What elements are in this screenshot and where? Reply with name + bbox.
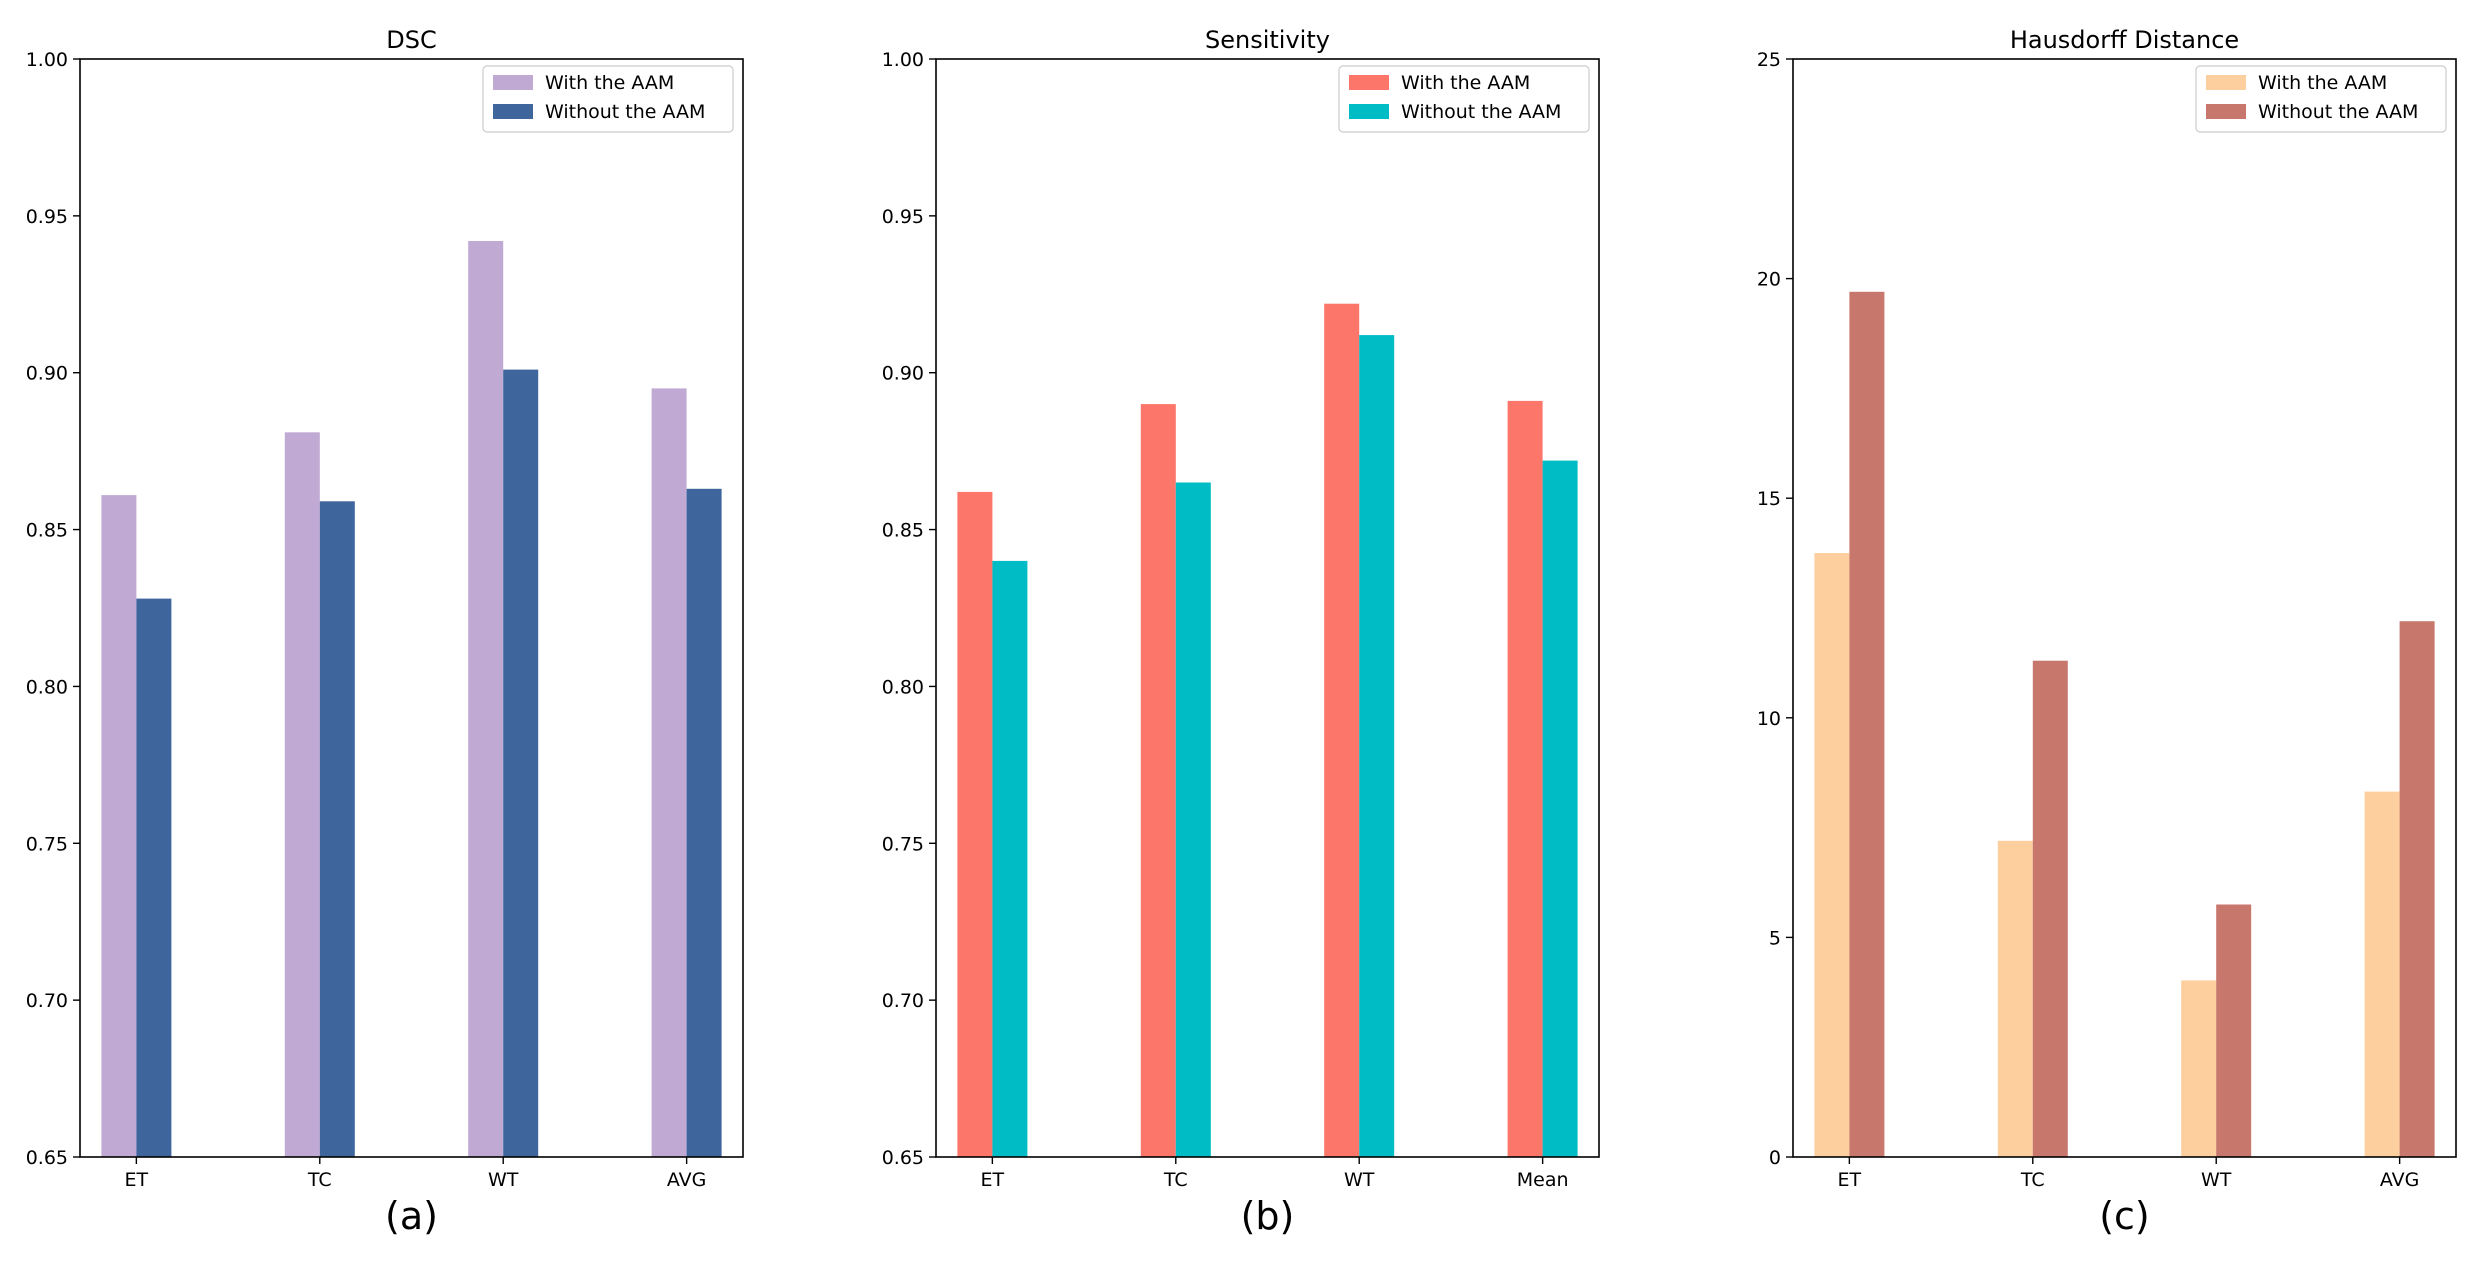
- y-tick-label: 0.70: [882, 990, 924, 1012]
- bar-wt-series-2: [2216, 904, 2252, 1157]
- x-tick-label: AVG: [667, 1169, 707, 1191]
- bar-avg-series-1: [2364, 791, 2400, 1157]
- chart-title: Hausdorff Distance: [2010, 26, 2239, 54]
- bar-et-series-2: [136, 598, 172, 1157]
- bar-et-series-2: [1849, 291, 1885, 1157]
- x-tick-label: WT: [1344, 1169, 1375, 1191]
- y-tick-label: 1.00: [26, 49, 68, 71]
- x-tick-label: WT: [2201, 1169, 2232, 1191]
- y-tick-label: 0.80: [26, 676, 68, 698]
- legend-label-1: With the AAM: [2258, 72, 2387, 94]
- bar-wt-series-2: [503, 369, 539, 1158]
- bar-avg-series-2: [2399, 621, 2435, 1157]
- legend-label-1: With the AAM: [1401, 72, 1530, 94]
- bar-mean-series-1: [1507, 400, 1543, 1157]
- legend: With the AAM Without the AAM: [482, 65, 734, 133]
- y-tick-label: 0.75: [26, 833, 68, 855]
- legend-swatch-2: [2206, 104, 2246, 119]
- bar-wt-series-1: [1324, 303, 1360, 1157]
- y-tick-label: 25: [1757, 49, 1781, 71]
- x-tick-label: TC: [2020, 1169, 2045, 1191]
- y-tick-label: 15: [1757, 488, 1781, 510]
- chart-panel-2: ET TC WT Mean 0.65 0.70 0.75 0.80 0.85 0.90 0.95 1.…: [882, 26, 1600, 1238]
- bar-wt-series-2: [1359, 335, 1395, 1158]
- bar-et-series-1: [1814, 553, 1850, 1157]
- legend-swatch-2: [1349, 104, 1389, 119]
- x-tick-label: ET: [125, 1169, 149, 1191]
- x-tick-label: ET: [981, 1169, 1005, 1191]
- y-tick-label: 5: [1769, 927, 1781, 949]
- panel-label: (a): [385, 1194, 438, 1238]
- bar-avg-series-2: [686, 488, 722, 1157]
- bar-et-series-1: [101, 495, 137, 1158]
- y-tick-label: 1.00: [882, 49, 924, 71]
- legend: With the AAM Without the AAM: [1338, 65, 1590, 133]
- y-tick-label: 0.90: [26, 363, 68, 385]
- panel-label: (c): [2099, 1194, 2150, 1238]
- legend-label-2: Without the AAM: [545, 101, 705, 123]
- legend-label-1: With the AAM: [545, 72, 674, 94]
- bar-tc-series-2: [319, 501, 355, 1157]
- bar-tc-series-1: [284, 432, 320, 1157]
- x-tick-label: ET: [1838, 1169, 1862, 1191]
- bar-et-series-2: [992, 560, 1028, 1157]
- y-tick-label: 20: [1757, 269, 1781, 291]
- chart-panel-1: ET TC WT AVG 0.65 0.70 0.75 0.80 0.85 0.90 0.95 1.0…: [26, 26, 744, 1238]
- y-tick-label: 0.90: [882, 363, 924, 385]
- y-tick-label: 10: [1757, 708, 1781, 730]
- legend: With the AAM Without the AAM: [2195, 65, 2447, 133]
- bar-et-series-1: [957, 491, 993, 1157]
- chart-title: DSC: [386, 26, 436, 54]
- bar-avg-series-1: [651, 388, 687, 1157]
- y-tick-label: 0.80: [882, 676, 924, 698]
- chart-title: Sensitivity: [1205, 26, 1330, 54]
- y-tick-label: 0.85: [882, 520, 924, 542]
- legend-swatch-2: [493, 104, 533, 119]
- bar-mean-series-2: [1542, 460, 1578, 1158]
- y-tick-label: 0.95: [26, 206, 68, 228]
- bar-wt-series-1: [2181, 980, 2217, 1157]
- plot-frame: [79, 58, 744, 1158]
- panel-label: (b): [1241, 1194, 1295, 1238]
- x-tick-label: TC: [307, 1169, 332, 1191]
- x-tick-label: AVG: [2380, 1169, 2420, 1191]
- legend-label-2: Without the AAM: [1401, 101, 1561, 123]
- bar-tc-series-1: [1140, 404, 1176, 1158]
- y-tick-label: 0.70: [26, 990, 68, 1012]
- legend-frame: [2195, 65, 2447, 133]
- chart-panel-3: ET TC WT AVG 0 5 10 15 20 25 Hausdorff Distance (c)…: [1757, 26, 2457, 1238]
- y-tick-label: 0.65: [26, 1147, 68, 1169]
- y-tick-label: 0.65: [882, 1147, 924, 1169]
- plot-frame: [935, 58, 1600, 1158]
- legend-swatch-1: [493, 75, 533, 90]
- y-tick-label: 0.85: [26, 520, 68, 542]
- bar-tc-series-2: [2032, 660, 2068, 1157]
- legend-frame: [1338, 65, 1590, 133]
- legend-swatch-1: [1349, 75, 1389, 90]
- bar-tc-series-1: [1997, 840, 2033, 1157]
- legend-frame: [482, 65, 734, 133]
- x-tick-label: WT: [488, 1169, 519, 1191]
- bar-wt-series-1: [468, 241, 504, 1157]
- legend-swatch-1: [2206, 75, 2246, 90]
- x-tick-label: TC: [1163, 1169, 1188, 1191]
- plot-frame: [1792, 58, 2457, 1158]
- y-tick-label: 0.95: [882, 206, 924, 228]
- x-tick-label: Mean: [1517, 1169, 1569, 1191]
- y-tick-label: 0: [1769, 1147, 1781, 1169]
- bar-tc-series-2: [1175, 482, 1211, 1157]
- legend-label-2: Without the AAM: [2258, 101, 2418, 123]
- y-tick-label: 0.75: [882, 833, 924, 855]
